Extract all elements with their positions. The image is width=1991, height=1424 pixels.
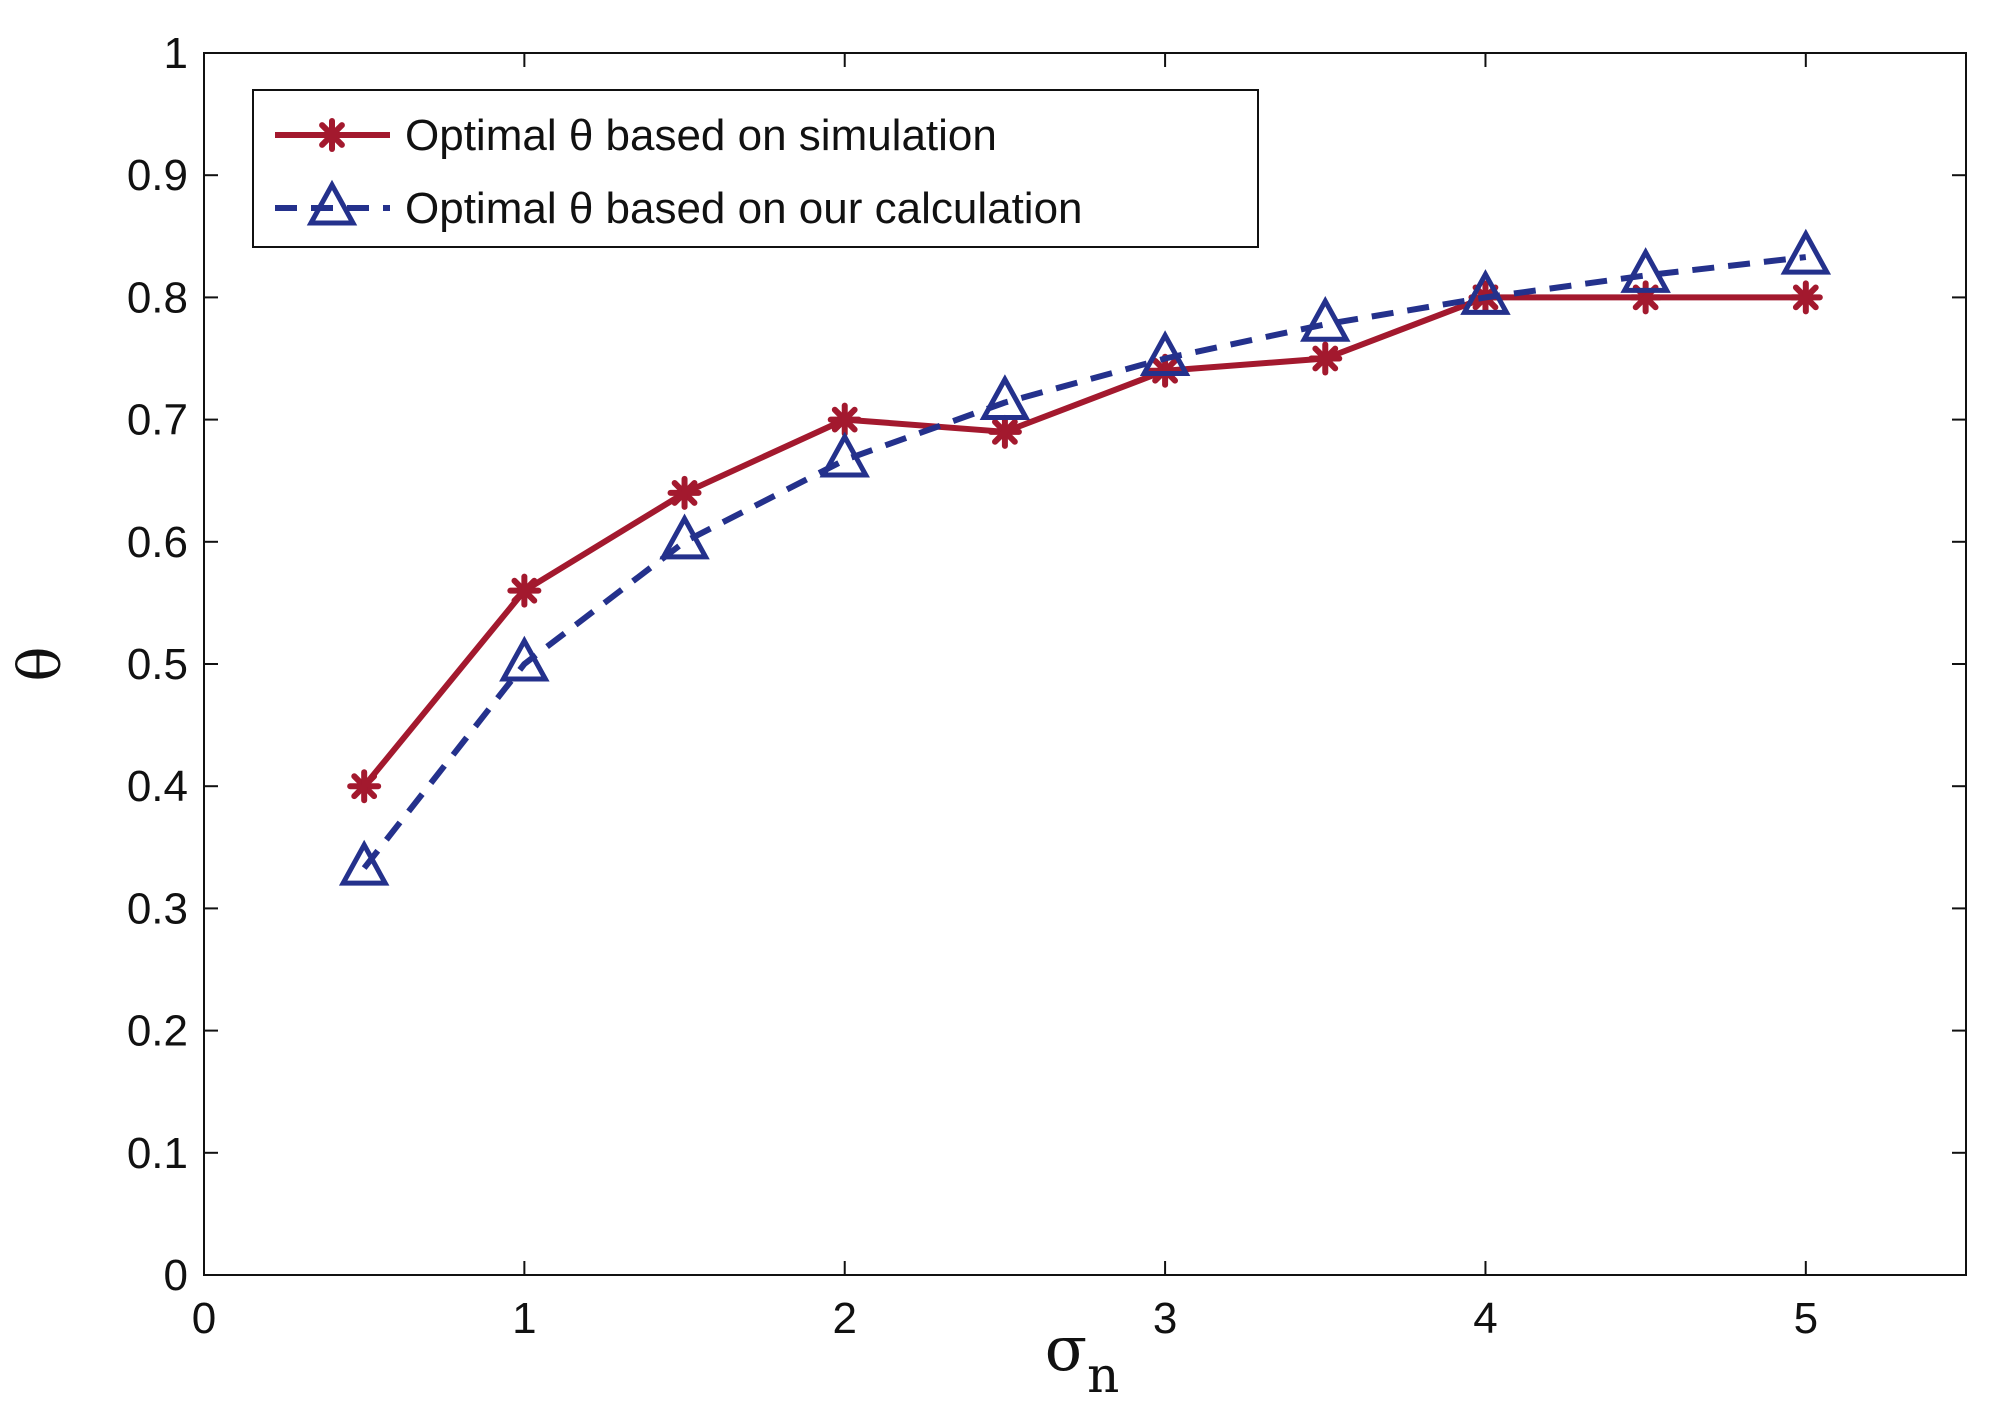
data-point-calculation xyxy=(1139,330,1191,377)
asterisk-stroke xyxy=(351,773,378,800)
x-tick-label: 4 xyxy=(1473,1294,1497,1343)
x-tick-label: 5 xyxy=(1794,1294,1818,1343)
series-line-simulation xyxy=(361,294,1806,789)
y-tick-label: 0.2 xyxy=(127,1007,188,1056)
y-tick-label: 0.7 xyxy=(127,396,188,445)
legend: Optimal θ based on simulation Optimal θ b… xyxy=(252,89,1259,248)
legend-label-simulation: Optimal θ based on simulation xyxy=(405,111,997,160)
data-point-simulation xyxy=(987,414,1022,449)
data-point-simulation xyxy=(827,402,862,437)
asterisk-stroke xyxy=(511,577,538,604)
data-point-simulation xyxy=(1788,280,1823,315)
data-point-calculation xyxy=(659,513,710,560)
data-point-calculation xyxy=(1620,247,1671,293)
legend-marker-simulation xyxy=(315,118,349,152)
y-tick-label: 0.6 xyxy=(127,518,188,567)
y-axis-label: θ xyxy=(6,647,74,682)
asterisk-stroke xyxy=(831,406,858,433)
x-tick-label: 1 xyxy=(512,1294,536,1343)
asterisk-stroke xyxy=(319,122,345,148)
axis-ticks xyxy=(203,52,1966,1276)
y-tick-label: 1 xyxy=(164,29,188,78)
y-tick-label: 0 xyxy=(164,1251,188,1300)
x-tick-label: 0 xyxy=(192,1294,216,1343)
series-line-calculation xyxy=(361,254,1807,870)
legend-label-calculation: Optimal θ based on our calculation xyxy=(405,184,1083,233)
data-point-calculation xyxy=(1460,269,1511,315)
x-axis-label-subscript: n xyxy=(1087,1346,1119,1404)
x-axis-label-symbol: σ xyxy=(1045,1312,1087,1385)
series-calculation xyxy=(338,228,1832,886)
data-point-calculation xyxy=(338,839,390,886)
y-tick-label: 0.5 xyxy=(127,640,188,689)
legend-entry-simulation: Optimal θ based on simulation xyxy=(275,111,997,160)
legend-marker-calculation xyxy=(306,179,358,226)
asterisk-stroke xyxy=(671,480,698,506)
y-tick-label: 0.8 xyxy=(127,273,188,322)
y-tick-label: 0.1 xyxy=(127,1129,188,1178)
data-point-simulation xyxy=(1628,280,1663,315)
legend-entry-calculation: Optimal θ based on our calculation xyxy=(275,179,1083,233)
axis-tick-labels: 0 1 2 3 4 5 0 0.1 0.2 0.3 0.4 0.5 0.6 0.7 0.8 0.9 1 xyxy=(127,29,1818,1343)
y-tick-label: 0.3 xyxy=(127,884,188,933)
data-point-simulation xyxy=(667,475,702,510)
asterisk-stroke xyxy=(1312,345,1339,372)
data-point-simulation xyxy=(1148,353,1183,388)
data-point-simulation xyxy=(507,573,542,608)
data-point-simulation xyxy=(347,769,382,804)
legend-entries: Optimal θ based on simulation Optimal θ b… xyxy=(275,111,1083,233)
data-point-calculation xyxy=(499,635,550,682)
axes-box xyxy=(203,52,1967,1276)
data-point-calculation xyxy=(1780,228,1832,275)
series-simulation xyxy=(347,280,1823,804)
data-point-calculation xyxy=(979,374,1031,421)
x-tick-label: 2 xyxy=(832,1294,856,1343)
series-layer xyxy=(338,228,1832,886)
data-point-calculation xyxy=(819,431,870,478)
x-tick-label: 3 xyxy=(1153,1294,1177,1343)
data-point-simulation xyxy=(1308,341,1343,376)
y-tick-label: 0.9 xyxy=(127,151,188,200)
legend-box xyxy=(252,89,1259,248)
asterisk-stroke xyxy=(992,418,1018,445)
asterisk-stroke xyxy=(1792,284,1819,311)
asterisk-stroke xyxy=(1152,357,1178,384)
y-tick-label: 0.4 xyxy=(127,762,188,811)
x-axis-label: σn xyxy=(1045,1312,1120,1404)
data-point-calculation xyxy=(1300,296,1351,342)
